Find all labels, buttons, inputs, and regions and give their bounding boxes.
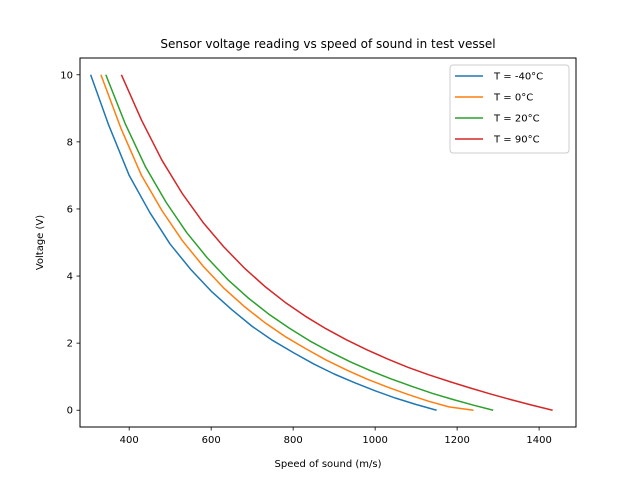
series-layer [89, 74, 553, 411]
x-axis: 400 600 800 1000 1200 1400 [120, 427, 552, 446]
x-tick-label: 600 [202, 435, 221, 446]
x-tick-label: 1400 [526, 435, 551, 446]
x-axis-label: Speed of sound (m/s) [275, 459, 382, 470]
x-tick-label: 800 [284, 435, 303, 446]
legend-entry-3: T = 20°C [493, 114, 540, 125]
y-axis-label: Voltage (V) [35, 215, 46, 270]
plot-area-frame [79, 57, 577, 428]
y-tick-label: 0 [67, 406, 73, 417]
legend-box [449, 64, 570, 154]
legend: T = -40°C T = 0°C T = 20°C T = 90°C [449, 64, 570, 154]
y-tick-label: 4 [67, 272, 73, 283]
series-line-2 [100, 74, 474, 411]
y-axis: 0 2 4 6 8 10 [60, 70, 80, 417]
x-tick-label: 1200 [444, 435, 469, 446]
x-tick-label: 400 [120, 435, 139, 446]
series-line-3 [105, 74, 494, 411]
y-tick-label: 6 [67, 204, 73, 215]
y-tick-label: 8 [67, 137, 73, 148]
legend-entry-2: T = 0°C [493, 93, 533, 104]
series-line-1 [89, 74, 437, 411]
legend-entry-1: T = -40°C [493, 72, 543, 83]
series-line-4 [120, 74, 553, 411]
legend-entry-4: T = 90°C [493, 135, 540, 146]
chart-title: Sensor voltage reading vs speed of sound… [160, 37, 495, 51]
x-tick-label: 1000 [362, 435, 387, 446]
y-tick-label: 10 [60, 70, 73, 81]
y-tick-label: 2 [67, 339, 73, 350]
